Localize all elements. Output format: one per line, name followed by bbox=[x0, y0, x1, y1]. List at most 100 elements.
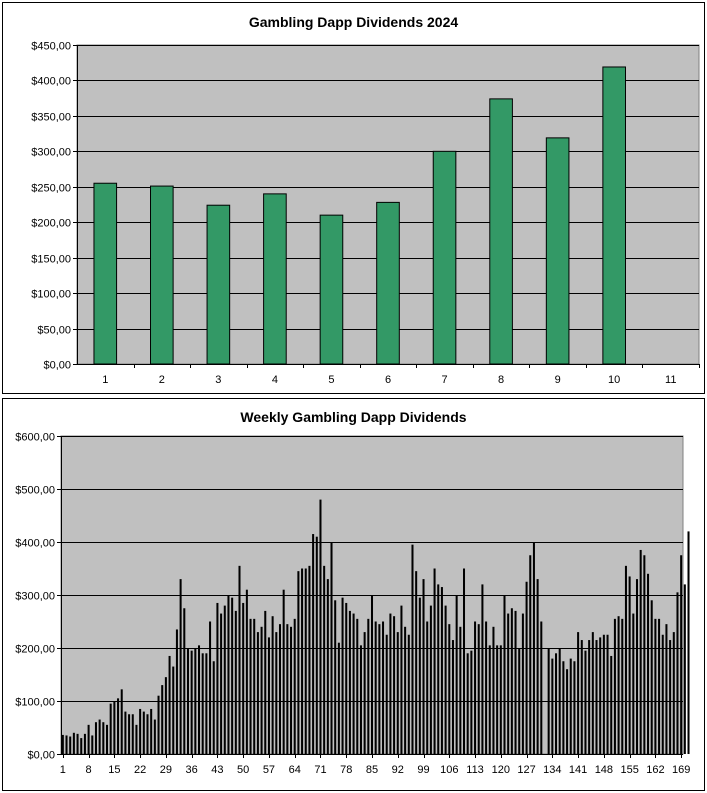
bar bbox=[521, 613, 524, 754]
bar bbox=[131, 714, 134, 754]
bar bbox=[297, 571, 300, 754]
x-tick-label: 3 bbox=[215, 374, 221, 386]
bar bbox=[676, 592, 679, 754]
bar bbox=[628, 576, 631, 754]
x-tick-label: 127 bbox=[517, 764, 535, 776]
bar bbox=[319, 499, 322, 754]
bar bbox=[426, 621, 429, 754]
bar bbox=[139, 708, 142, 754]
bar bbox=[128, 714, 131, 754]
bar bbox=[334, 600, 337, 754]
bar bbox=[113, 701, 116, 754]
bar bbox=[602, 634, 605, 754]
y-tick-label: $200,00 bbox=[15, 644, 55, 656]
bar bbox=[444, 605, 447, 754]
bar bbox=[485, 621, 488, 754]
bar bbox=[477, 624, 480, 754]
x-tick-label: 71 bbox=[314, 764, 326, 776]
y-tick-label: $100,00 bbox=[15, 697, 55, 709]
bar bbox=[304, 568, 307, 754]
bar bbox=[573, 661, 576, 754]
bar bbox=[488, 645, 491, 754]
y-tick-label: $500,00 bbox=[15, 485, 55, 497]
bar bbox=[481, 584, 484, 754]
bar bbox=[348, 610, 351, 754]
bar bbox=[599, 637, 602, 754]
y-tick-label: $250,00 bbox=[31, 183, 71, 195]
bar bbox=[256, 632, 259, 754]
bar bbox=[510, 608, 513, 754]
bar bbox=[105, 724, 109, 754]
bar bbox=[263, 193, 287, 365]
bar bbox=[194, 648, 197, 754]
bar bbox=[643, 555, 646, 754]
bar bbox=[337, 642, 340, 754]
bar bbox=[231, 597, 234, 754]
bar bbox=[602, 66, 626, 365]
bar bbox=[551, 658, 554, 754]
y-tick-label: $100,00 bbox=[31, 289, 71, 301]
bar bbox=[569, 658, 572, 754]
x-tick-label: 36 bbox=[186, 764, 198, 776]
bar bbox=[591, 632, 594, 754]
bar bbox=[175, 629, 178, 754]
bar bbox=[352, 613, 355, 754]
bar bbox=[683, 584, 686, 754]
bar bbox=[407, 634, 410, 754]
bar bbox=[545, 137, 570, 365]
bar bbox=[198, 645, 201, 754]
x-tick-label: 92 bbox=[392, 764, 404, 776]
x-tick-label: 10 bbox=[608, 374, 620, 386]
bar bbox=[455, 595, 458, 754]
bar bbox=[411, 544, 414, 754]
x-tick-label: 120 bbox=[492, 764, 510, 776]
bar bbox=[466, 653, 469, 754]
bar bbox=[555, 653, 558, 754]
bar bbox=[245, 589, 248, 754]
x-tick-label: 155 bbox=[620, 764, 638, 776]
bar bbox=[558, 648, 561, 754]
bar bbox=[308, 565, 311, 754]
x-tick-label: 169 bbox=[672, 764, 690, 776]
bar bbox=[536, 579, 539, 754]
bar bbox=[201, 653, 204, 754]
bar bbox=[220, 613, 223, 754]
bar bbox=[687, 531, 690, 754]
bar bbox=[496, 645, 499, 754]
bar bbox=[150, 185, 174, 365]
bar bbox=[562, 661, 565, 754]
bar bbox=[341, 597, 344, 754]
bar bbox=[216, 602, 219, 754]
bar bbox=[161, 685, 164, 754]
x-tick-label: 99 bbox=[417, 764, 429, 776]
bar bbox=[613, 618, 616, 754]
x-tick-label: 1 bbox=[60, 764, 66, 776]
y-tick-label: $50,00 bbox=[37, 325, 71, 337]
bar bbox=[503, 595, 506, 754]
x-tick-label: 11 bbox=[665, 374, 676, 386]
bar bbox=[135, 724, 138, 754]
bar bbox=[223, 605, 226, 754]
bar bbox=[654, 618, 657, 754]
bar bbox=[315, 536, 318, 754]
x-tick-label: 64 bbox=[289, 764, 301, 776]
bar bbox=[319, 214, 344, 365]
bar bbox=[260, 626, 263, 754]
x-tick-label: 29 bbox=[160, 764, 172, 776]
bar bbox=[382, 621, 385, 754]
bar bbox=[632, 613, 635, 754]
bar bbox=[448, 624, 451, 754]
bar bbox=[376, 201, 400, 365]
bar bbox=[286, 624, 289, 754]
bar bbox=[462, 568, 466, 754]
bar bbox=[595, 640, 598, 754]
bar bbox=[124, 711, 127, 754]
bar bbox=[87, 724, 90, 754]
bar bbox=[437, 584, 440, 754]
y-tick-label: $300,00 bbox=[31, 147, 71, 159]
bar bbox=[624, 565, 627, 754]
bar bbox=[635, 579, 639, 754]
x-tick-label: 4 bbox=[272, 374, 278, 386]
bar bbox=[577, 632, 580, 754]
bar bbox=[168, 655, 171, 754]
